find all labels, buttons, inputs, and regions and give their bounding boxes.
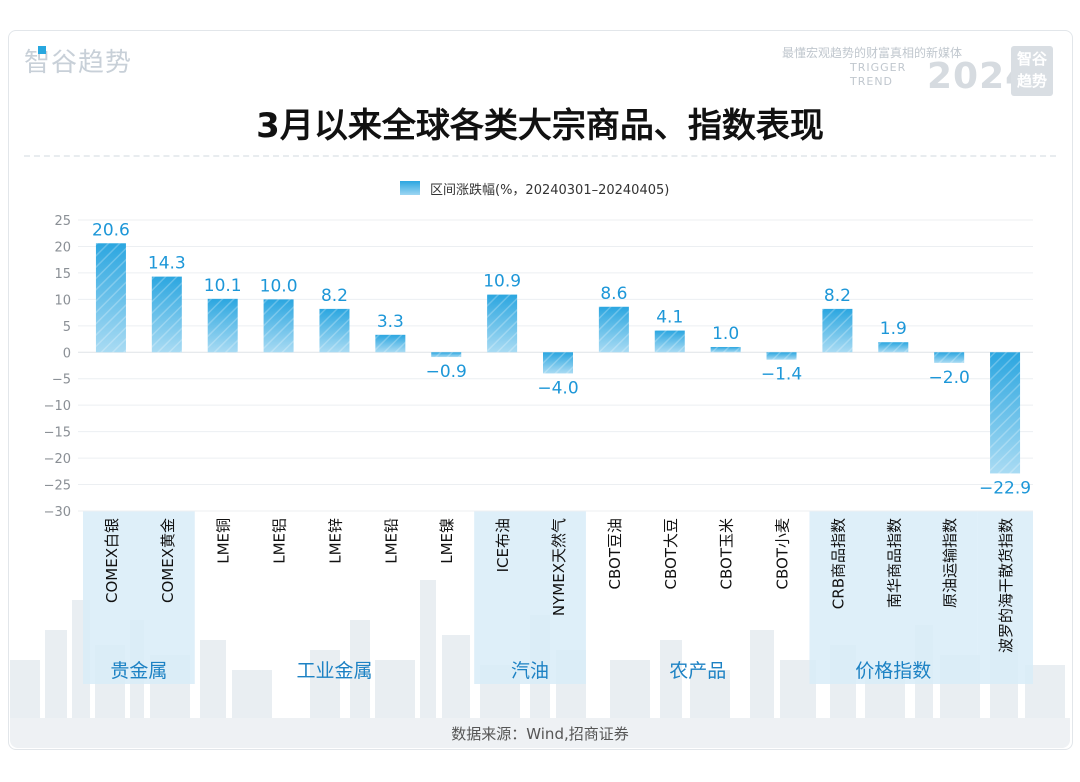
bar-hatch xyxy=(710,346,741,353)
data-label: 3.3 xyxy=(377,312,404,332)
category-label: CBOT豆油 xyxy=(606,518,624,589)
y-tick-label: 10 xyxy=(54,293,71,308)
data-label: −0.9 xyxy=(426,362,467,382)
brand-english: TRIGGER TREND xyxy=(850,61,906,89)
y-tick-label: 25 xyxy=(54,214,71,229)
category-label: ICE布油 xyxy=(494,518,512,572)
data-label: 14.3 xyxy=(148,254,186,274)
bar-hatch xyxy=(822,308,853,353)
bar-hatch xyxy=(990,352,1021,474)
category-label: 波罗的海干散货指数 xyxy=(997,518,1015,653)
logo-dot-icon xyxy=(38,46,46,54)
category-label: COMEX白银 xyxy=(103,518,121,603)
bar-hatch xyxy=(95,243,126,353)
y-tick-label: −15 xyxy=(44,426,71,441)
y-tick-label: −25 xyxy=(44,479,71,494)
category-label: COMEX黄金 xyxy=(159,518,177,603)
bar-hatch xyxy=(375,334,406,353)
data-label: 10.0 xyxy=(260,276,298,296)
y-tick-label: 20 xyxy=(54,240,71,255)
y-tick-label: 0 xyxy=(63,346,71,361)
y-tick-label: 15 xyxy=(54,267,71,282)
category-label: CRB商品指数 xyxy=(829,518,847,609)
y-tick-label: −20 xyxy=(44,452,71,467)
brand-badge-line-2: 趋势 xyxy=(1016,72,1047,90)
bar-hatch xyxy=(151,276,182,353)
legend-label: 区间涨跌幅(%，20240301–20240405) xyxy=(430,182,670,198)
group-band xyxy=(809,511,978,684)
data-label: −22.9 xyxy=(979,478,1031,498)
bar-hatch xyxy=(598,306,629,353)
bar-hatch xyxy=(543,352,573,374)
category-label: NYMEX天然气 xyxy=(550,518,568,616)
data-source: 数据来源：Wind,招商证券 xyxy=(451,725,629,743)
category-label: LME铝 xyxy=(271,518,289,564)
brand-badge-line-1: 智谷 xyxy=(1016,50,1047,68)
category-label: CBOT玉米 xyxy=(718,518,736,589)
y-tick-label: −30 xyxy=(44,505,71,520)
category-label: CBOT大豆 xyxy=(662,518,680,589)
bar-hatch xyxy=(878,342,909,353)
category-label: CBOT小麦 xyxy=(774,518,792,589)
y-tick-label: 5 xyxy=(63,320,71,335)
y-tick-label: −10 xyxy=(44,399,71,414)
data-label: 10.1 xyxy=(204,276,242,296)
y-tick-label: −5 xyxy=(52,373,71,388)
category-label: 南华商品指数 xyxy=(885,518,903,608)
data-label: −1.4 xyxy=(761,365,802,385)
bar-hatch xyxy=(319,308,350,353)
bar-hatch xyxy=(487,294,518,353)
brand-english-line-1: TRIGGER xyxy=(850,61,907,74)
data-label: −2.0 xyxy=(929,368,970,388)
data-label: 20.6 xyxy=(92,220,130,240)
bar-hatch xyxy=(766,352,797,360)
group-label: 汽油 xyxy=(511,660,549,682)
footer-band xyxy=(10,718,1070,748)
data-label: −4.0 xyxy=(537,378,578,398)
title-divider xyxy=(24,155,1056,157)
category-label: LME镍 xyxy=(438,518,456,564)
group-band xyxy=(474,511,586,684)
bar-hatch xyxy=(263,299,294,353)
group-label: 农产品 xyxy=(669,660,726,682)
group-label: 价格指数 xyxy=(855,660,931,682)
category-label: LME锌 xyxy=(326,518,344,564)
data-label: 8.2 xyxy=(824,286,851,306)
group-band xyxy=(977,511,1033,684)
data-label: 8.2 xyxy=(321,286,348,306)
data-label: 4.1 xyxy=(656,308,683,328)
data-label: 10.9 xyxy=(483,272,521,292)
group-label: 贵金属 xyxy=(110,660,167,682)
brand-slogan: 最懂宏观趋势的财富真相的新媒体 xyxy=(781,46,962,60)
data-label: 8.6 xyxy=(600,284,627,304)
bar-hatch xyxy=(934,352,965,363)
bar-hatch xyxy=(207,298,238,353)
brand-badge: 智谷 趋势 xyxy=(1011,46,1053,96)
bar-hatch xyxy=(431,352,462,358)
category-label: 原油运输指数 xyxy=(941,518,959,608)
category-label: LME铅 xyxy=(382,518,400,564)
legend-swatch xyxy=(400,181,420,195)
group-label: 工业金属 xyxy=(296,660,372,682)
chart-title: 3月以来全球各类大宗商品、指数表现 xyxy=(256,106,824,146)
chart-legend: 区间涨跌幅(%，20240301–20240405) xyxy=(400,178,669,198)
category-label: LME铜 xyxy=(215,518,233,564)
data-label: 1.0 xyxy=(712,324,739,344)
bar-hatch xyxy=(654,330,685,353)
group-band xyxy=(83,511,195,684)
data-label: 1.9 xyxy=(880,319,907,339)
brand-english-line-2: TREND xyxy=(850,75,894,88)
